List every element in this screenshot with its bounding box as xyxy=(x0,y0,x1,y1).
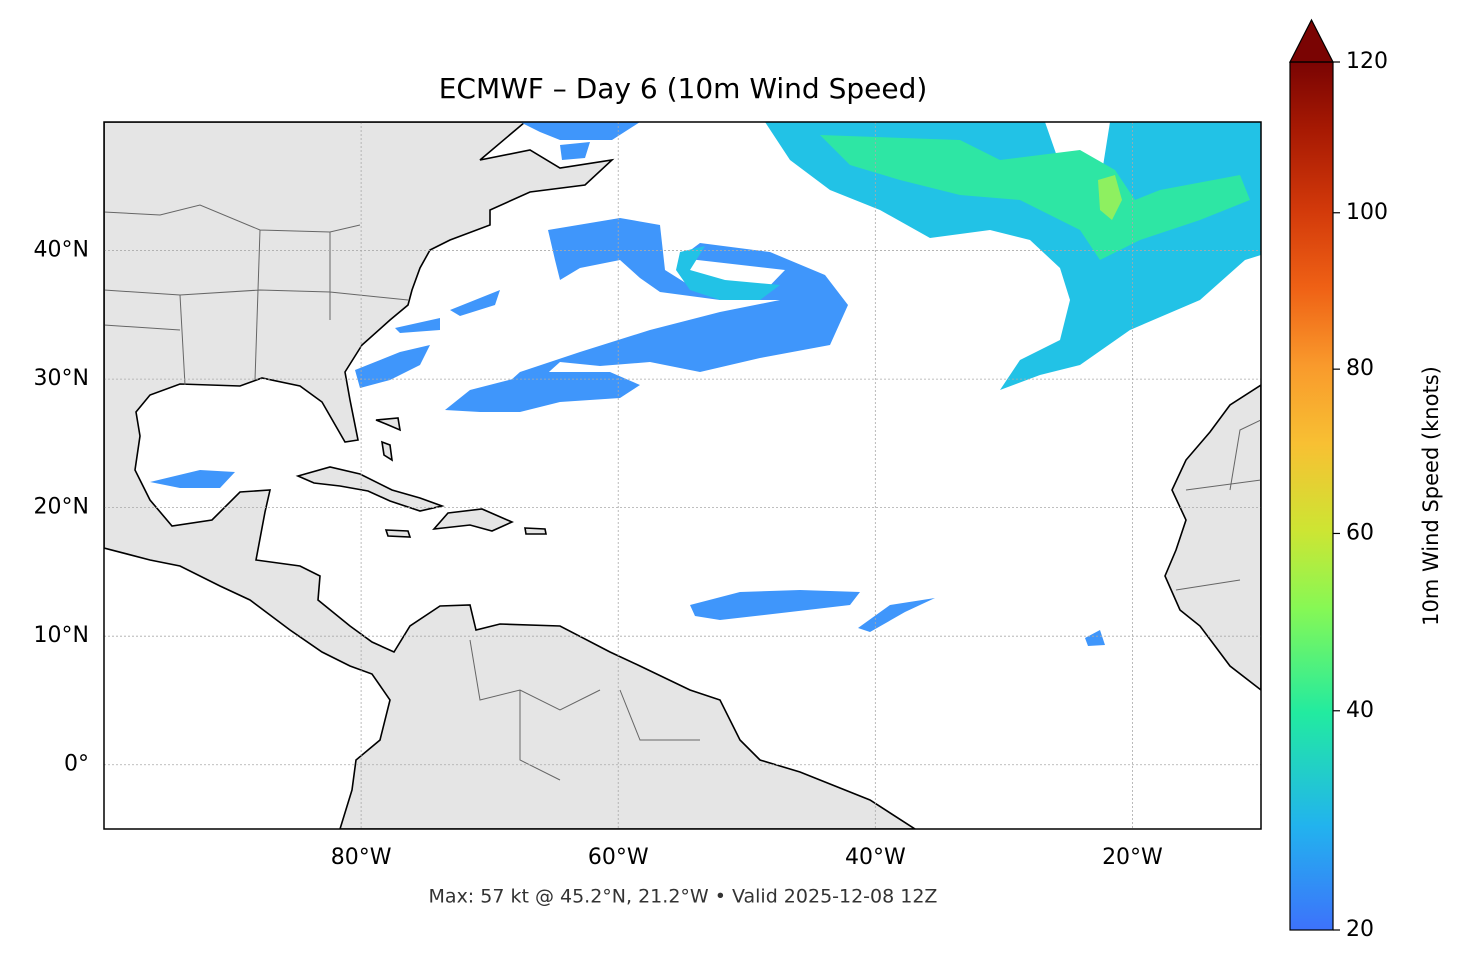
cuba xyxy=(295,466,445,512)
lon-tick-label: 60°W xyxy=(588,845,649,870)
colorbar-tick-label: 40 xyxy=(1346,698,1374,723)
colorbar-tick-label: 120 xyxy=(1346,49,1388,74)
map xyxy=(104,122,1261,829)
colorbar-tick-label: 20 xyxy=(1346,917,1374,942)
lon-tick-label: 40°W xyxy=(845,845,906,870)
colorbar-tick-label: 80 xyxy=(1346,356,1374,381)
wind-area xyxy=(1098,175,1122,220)
colorbar-ramp xyxy=(1290,62,1333,930)
lat-tick-label: 40°N xyxy=(34,238,89,263)
wind-area xyxy=(765,122,1261,390)
wind-area xyxy=(520,122,640,160)
lat-tick-label: 10°N xyxy=(34,623,89,648)
map-title: ECMWF – Day 6 (10m Wind Speed) xyxy=(439,72,928,105)
hispaniola xyxy=(432,508,514,532)
wind-area xyxy=(445,372,640,412)
lon-tick-label: 80°W xyxy=(331,845,392,870)
wind-area xyxy=(820,135,1250,260)
colorbar: 10m Wind Speed (knots) 20 40 60 80 100 120 xyxy=(1289,18,1443,942)
colorbar-tick-label: 100 xyxy=(1346,200,1388,225)
lon-tick-label: 20°W xyxy=(1102,845,1163,870)
footer-note: Max: 57 kt @ 45.2°N, 21.2°W • Valid 2025… xyxy=(429,886,938,908)
grid xyxy=(104,122,1261,829)
americas xyxy=(104,122,917,829)
colorbar-frame xyxy=(1289,61,1334,931)
wind-area xyxy=(500,218,848,390)
borders xyxy=(104,204,1261,781)
lat-tick-label: 0° xyxy=(64,752,89,777)
bahamas xyxy=(375,417,402,462)
colorbar-label: 10m Wind Speed (knots) xyxy=(1419,366,1443,626)
colorbar-tick-label: 60 xyxy=(1346,520,1374,545)
plot-frame xyxy=(103,121,1262,830)
lat-tick-label: 20°N xyxy=(34,495,89,520)
colorbar-extend xyxy=(1289,18,1334,63)
wind-area xyxy=(676,246,780,300)
lat-tick-label: 30°N xyxy=(34,366,89,391)
jamaica xyxy=(384,529,412,538)
africa xyxy=(1164,384,1261,692)
wind-area xyxy=(355,290,500,388)
puerto-rico xyxy=(524,527,547,535)
